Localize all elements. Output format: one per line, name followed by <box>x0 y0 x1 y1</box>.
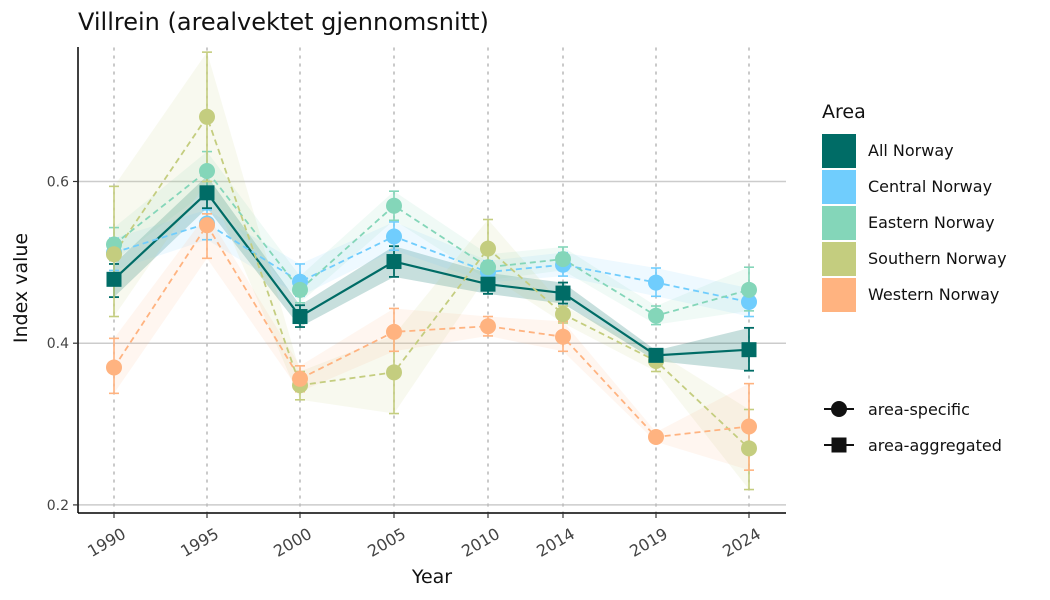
line-southern-norway <box>113 114 750 449</box>
point-western-norway-2014 <box>555 328 571 345</box>
legend-item-western-norway: Western Norway <box>822 278 999 312</box>
point-southern-norway-2005 <box>386 364 402 381</box>
point-central-norway-2024 <box>741 293 757 310</box>
y-tick-label: 0.6 <box>47 174 69 190</box>
legend-shape-label: area-specific <box>868 400 970 419</box>
point-central-norway-2019 <box>648 274 664 291</box>
point-southern-norway-1990 <box>106 246 122 263</box>
band-eastern-norway <box>114 151 749 325</box>
legend-item-all-norway: All Norway <box>822 134 954 168</box>
legend-swatch <box>822 206 856 240</box>
point-southern-norway-2014 <box>555 306 571 323</box>
x-tick-label: 2010 <box>458 524 503 561</box>
point-western-norway-2019 <box>648 428 664 445</box>
point-western-norway-1990 <box>106 359 122 376</box>
point-southern-norway-2010 <box>480 240 496 257</box>
x-tick-label: 2024 <box>719 524 764 561</box>
legend-swatch <box>822 242 856 276</box>
legend-item-eastern-norway: Eastern Norway <box>822 206 995 240</box>
x-tick-label: 2005 <box>364 524 409 561</box>
point-southern-norway-1995 <box>199 108 215 125</box>
legend-shape-area-aggregated: area-aggregated <box>824 436 1002 455</box>
point-western-norway-2000 <box>292 370 308 387</box>
legend: Area All Norway Central Norway Eastern Nor… <box>822 101 1007 455</box>
x-tick-label: 1990 <box>84 524 129 561</box>
x-tick-label: 1995 <box>177 524 222 561</box>
point-eastern-norway-2005 <box>386 197 402 214</box>
point-eastern-norway-2019 <box>648 307 664 324</box>
point-eastern-norway-1995 <box>199 162 215 179</box>
point-all-norway-1990 <box>106 271 122 287</box>
point-western-norway-2010 <box>480 318 496 335</box>
point-eastern-norway-2000 <box>292 281 308 298</box>
y-tick-label: 0.2 <box>47 498 69 514</box>
legend-shape-label: area-aggregated <box>868 436 1002 455</box>
x-tick-label: 2000 <box>270 524 315 561</box>
point-all-norway-1995 <box>199 185 215 201</box>
legend-label: Eastern Norway <box>868 213 995 232</box>
x-tick-label: 2014 <box>533 524 578 561</box>
point-western-norway-1995 <box>199 217 215 234</box>
chart-title: Villrein (arealvektet gjennomsnitt) <box>78 8 489 36</box>
legend-label: All Norway <box>868 141 954 160</box>
legend-label: Central Norway <box>868 177 992 196</box>
point-eastern-norway-2010 <box>480 259 496 276</box>
x-tick-label: 2019 <box>626 524 671 561</box>
legend-shape-circle <box>831 401 847 417</box>
point-western-norway-2024 <box>741 418 757 435</box>
series-lines <box>113 114 750 449</box>
line-eastern-norway <box>113 169 750 317</box>
legend-swatch <box>822 170 856 204</box>
band-western-norway <box>114 213 749 471</box>
point-all-norway-2000 <box>292 309 308 325</box>
legend-swatch <box>822 134 856 168</box>
point-eastern-norway-2014 <box>555 251 571 268</box>
legend-swatch <box>822 278 856 312</box>
line-all-norway <box>113 191 750 357</box>
legend-item-central-norway: Central Norway <box>822 170 992 204</box>
line-central-norway <box>113 222 750 303</box>
legend-shape-square <box>831 437 847 453</box>
legend-shape-area-specific: area-specific <box>824 400 970 419</box>
y-tick-label: 0.4 <box>47 336 69 352</box>
y-axis-title: Index value <box>10 233 32 343</box>
point-western-norway-2005 <box>386 323 402 340</box>
legend-item-southern-norway: Southern Norway <box>822 242 1007 276</box>
point-eastern-norway-2024 <box>741 281 757 298</box>
band-southern-norway <box>114 52 749 490</box>
point-all-norway-2014 <box>555 285 571 301</box>
data-points <box>106 108 757 457</box>
legend-label: Western Norway <box>868 285 999 304</box>
band-all-norway <box>114 175 749 371</box>
point-all-norway-2019 <box>648 347 664 363</box>
point-all-norway-2024 <box>741 342 757 358</box>
point-central-norway-2005 <box>386 228 402 245</box>
point-all-norway-2005 <box>386 254 402 270</box>
x-axis-title: Year <box>411 566 452 588</box>
legend-title: Area <box>822 101 866 123</box>
point-all-norway-2010 <box>480 276 496 292</box>
point-southern-norway-2024 <box>741 440 757 457</box>
legend-label: Southern Norway <box>868 249 1007 268</box>
line-western-norway <box>113 223 750 438</box>
